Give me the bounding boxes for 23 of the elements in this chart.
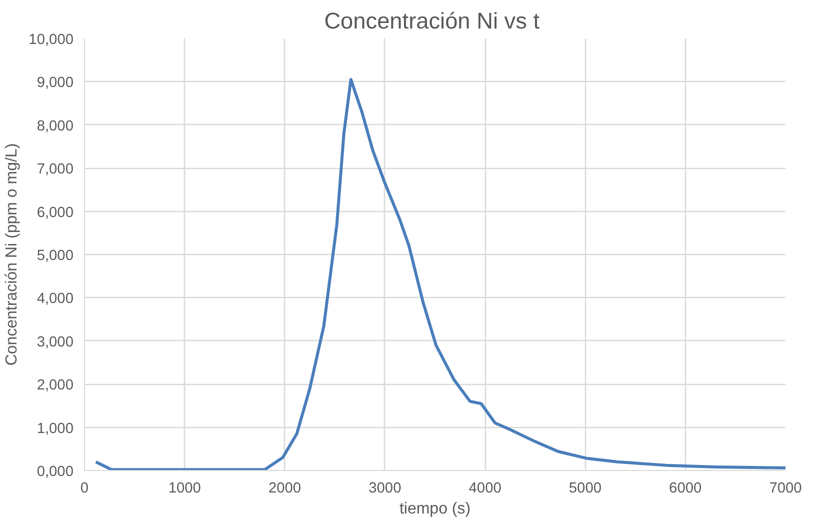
line-series xyxy=(94,78,786,470)
x-tick-label: 1000 xyxy=(168,480,201,496)
x-tick-label: 6000 xyxy=(669,480,702,496)
y-tick-label: 6,000 xyxy=(36,204,74,221)
y-tick-label: 2,000 xyxy=(36,378,74,394)
chart-title: Concentración Ni vs t xyxy=(324,8,540,34)
y-tick-label: 9,000 xyxy=(36,75,74,92)
y-axis-title: Concentración Ni (ppm o mg/L) xyxy=(4,143,21,366)
x-tick-label: 5000 xyxy=(568,480,602,496)
x-tick-label: 4000 xyxy=(468,480,502,496)
y-tick-label: 7,000 xyxy=(36,162,74,178)
x-tick-label: 7000 xyxy=(769,480,802,496)
x-tick-label: 2000 xyxy=(268,480,302,496)
y-tick-label: 3,000 xyxy=(36,334,74,350)
y-tick-label: 8,000 xyxy=(36,118,74,134)
x-tick-label: 3000 xyxy=(368,480,402,496)
y-tick-label: 5,000 xyxy=(36,248,74,264)
x-tick-label: 0 xyxy=(80,480,89,496)
y-tick-label: 10,000 xyxy=(28,32,74,48)
x-axis-title: tiempo (s) xyxy=(399,500,471,518)
y-tick-label: 1,000 xyxy=(36,420,74,437)
y-tick-label: 4,000 xyxy=(36,291,74,308)
y-tick-label: 0,000 xyxy=(36,464,74,480)
